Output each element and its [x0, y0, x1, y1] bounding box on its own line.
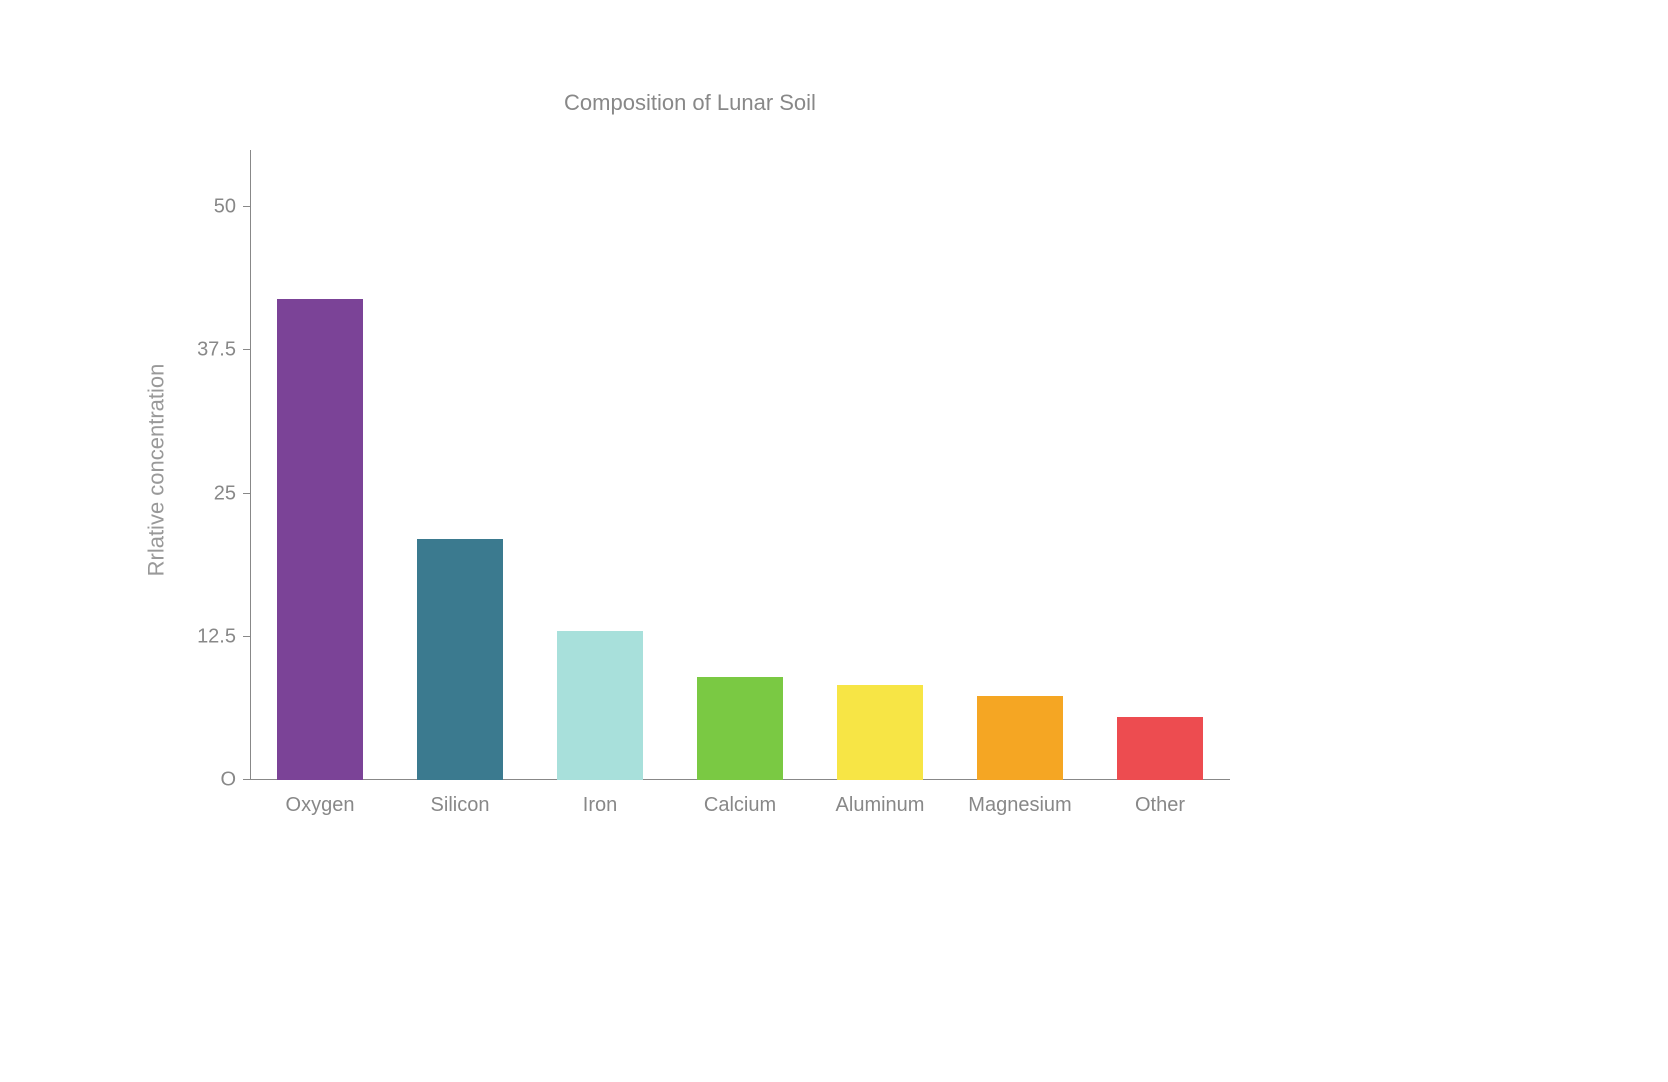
bars-area: OxygenSiliconIronCalciumAluminumMagnesiu… — [250, 150, 1230, 780]
chart-title: Composition of Lunar Soil — [100, 90, 1280, 116]
plot-area: OxygenSiliconIronCalciumAluminumMagnesiu… — [250, 150, 1230, 780]
y-tick-label: O — [220, 769, 236, 792]
bar — [557, 631, 644, 780]
y-axis-label: Rrlative concentration — [143, 364, 169, 577]
chart-container: Composition of Lunar Soil Rrlative conce… — [100, 90, 1280, 850]
x-tick-label: Calcium — [704, 794, 776, 817]
bar — [417, 539, 504, 780]
bar — [1117, 717, 1204, 780]
x-tick-label: Magnesium — [968, 794, 1071, 817]
bar — [697, 677, 784, 780]
y-tick-label: 37.5 — [197, 339, 236, 362]
bar-group: Calcium — [670, 150, 810, 780]
x-tick-label: Silicon — [431, 794, 490, 817]
y-tick — [243, 349, 250, 350]
bar — [837, 685, 924, 780]
bar-group: Other — [1090, 150, 1230, 780]
bar-group: Aluminum — [810, 150, 950, 780]
x-tick-label: Aluminum — [836, 794, 925, 817]
bar-group: Magnesium — [950, 150, 1090, 780]
y-tick-label: 12.5 — [197, 625, 236, 648]
bar-group: Oxygen — [250, 150, 390, 780]
y-tick-label: 25 — [214, 482, 236, 505]
bar-group: Iron — [530, 150, 670, 780]
bar — [977, 696, 1064, 780]
bar — [277, 299, 364, 780]
y-tick — [243, 636, 250, 637]
x-tick-label: Other — [1135, 794, 1185, 817]
bar-group: Silicon — [390, 150, 530, 780]
x-tick-label: Iron — [583, 794, 617, 817]
y-tick — [243, 206, 250, 207]
y-tick — [243, 779, 250, 780]
y-tick-label: 50 — [214, 196, 236, 219]
x-tick-label: Oxygen — [286, 794, 355, 817]
y-tick — [243, 493, 250, 494]
